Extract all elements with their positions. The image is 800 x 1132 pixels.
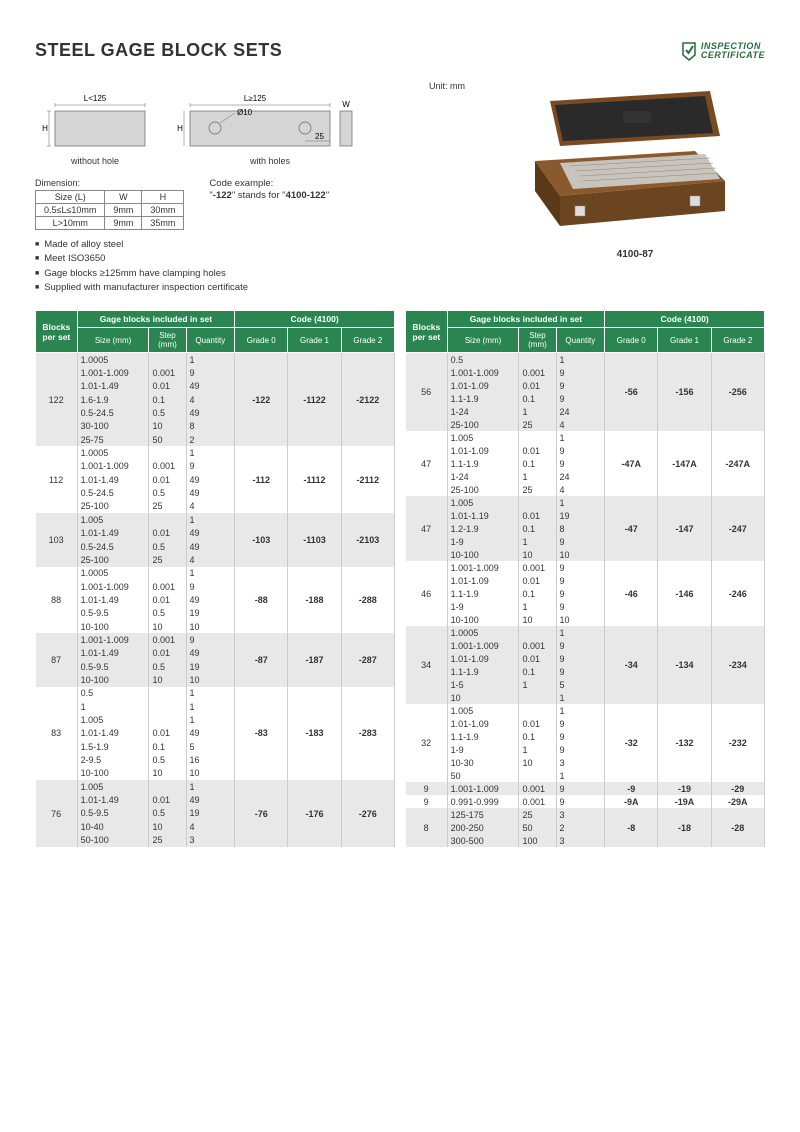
svg-text:H: H (42, 124, 48, 133)
svg-text:L≥125: L≥125 (244, 94, 267, 103)
table-row: 1221.00051-122-1122-2122 (36, 353, 395, 367)
table-row: 871.001-1.0090.0019-87-187-287 (36, 633, 395, 646)
diagram-with-holes: L≥125 Ø10 25 H W (170, 93, 370, 153)
checkmark-icon (681, 41, 697, 61)
product-photo (505, 81, 745, 241)
dimension-table: Size (L) W H 0.5≤L≤10mm9mm30mm L>10mm9mm… (35, 190, 184, 230)
table-row: 461.001-1.0090.0019-46-146-246 (406, 561, 765, 574)
spec-table-right: Blocks per set Gage blocks included in s… (405, 310, 765, 847)
diagram-without-hole: L<125 H (35, 93, 155, 153)
block-diagrams: L<125 H without hole L≥125 (35, 93, 485, 166)
dimension-label: Dimension: (35, 178, 184, 188)
unit-label: Unit: mm (35, 81, 485, 91)
svg-text:Ø10: Ø10 (237, 108, 253, 117)
spec-table-left: Blocks per set Gage blocks included in s… (35, 310, 395, 847)
table-row: 761.0051-76-176-276 (36, 780, 395, 793)
table-row: 1121.00051-112-1112-2112 (36, 446, 395, 459)
table-row: 8125-175253-8-18-28 (406, 808, 765, 821)
table-row: 1031.0051-103-1103-2103 (36, 513, 395, 526)
svg-text:25: 25 (315, 132, 324, 141)
table-row: 341.00051-34-134-234 (406, 626, 765, 639)
feature-bullets: Made of alloy steel Meet ISO3650 Gage bl… (35, 238, 485, 295)
svg-text:H: H (177, 124, 183, 133)
svg-text:L<125: L<125 (84, 94, 107, 103)
photo-caption: 4100-87 (505, 249, 765, 260)
page-title: STEEL GAGE BLOCK SETS (35, 40, 282, 61)
table-row: 471.0051-47A-147A-247A (406, 431, 765, 444)
inspection-cert-badge: INSPECTION CERTIFICATE (681, 41, 765, 61)
table-row: 560.51-56-156-256 (406, 353, 765, 367)
table-row: 90.991-0.9990.0019-9A-19A-29A (406, 795, 765, 808)
table-row: 471.0051-47-147-247 (406, 496, 765, 509)
table-row: 321.0051-32-132-232 (406, 704, 765, 717)
svg-text:W: W (342, 100, 350, 109)
table-row: 881.00051-88-188-288 (36, 567, 395, 580)
table-row: 830.51-83-183-283 (36, 687, 395, 700)
table-row: 91.001-1.0090.0019-9-19-29 (406, 782, 765, 795)
code-example: Code example: "-122" stands for "4100-12… (209, 178, 329, 203)
